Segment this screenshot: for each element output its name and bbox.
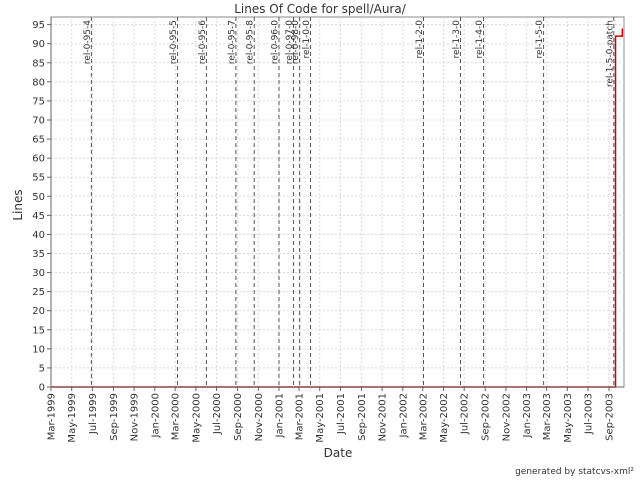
y-tick-label: 85 [32,58,45,69]
x-axis-label: Date [324,446,353,460]
y-tick-label: 55 [32,173,45,184]
chart-title: Lines Of Code for spell/Aura/ [234,2,406,16]
x-tick-label: Sep-2003 [605,393,616,441]
y-tick-label: 0 [39,383,45,394]
x-tick-label: Jul-2001 [336,393,347,435]
y-tick-label: 75 [32,96,45,107]
plot-background [50,16,625,388]
x-tick-label: Jul-1999 [88,393,99,435]
y-tick-label: 10 [32,344,45,355]
y-axis-label: Lines [11,189,25,220]
y-tick-label: 40 [32,230,45,241]
x-tick-label: Jul-2002 [460,393,471,435]
y-tick-label: 65 [32,135,45,146]
release-marker-label: rel-1-2-0 [415,20,425,59]
y-tick-label: 25 [32,287,45,298]
release-marker-label: rel-0-95-4 [83,20,93,64]
release-marker-label: rel-0-98-0 [291,20,301,64]
release-marker-label: rel-1-3-0 [452,20,462,59]
x-tick-label: Mar-2003 [542,393,553,440]
y-tick-label: 45 [32,211,45,222]
credit-text: generated by statcvs-xml² [515,467,634,477]
x-tick-label: May-1999 [67,393,78,443]
x-tick-label: May-2003 [563,393,574,443]
release-marker-label: rel-0-95-7 [227,20,237,64]
x-tick-label: Jul-2000 [212,393,223,435]
release-marker-label: rel-1-0-0 [302,20,312,59]
y-tick-label: 15 [32,325,45,336]
release-marker-label: rel-1-4-0 [475,20,485,59]
release-marker-label: rel-0-95-6 [198,20,208,64]
release-marker-label: rel-0-95-5 [169,20,179,64]
y-tick-label: 20 [32,306,45,317]
y-tick-label: 35 [32,249,45,260]
x-tick-label: May-2001 [315,393,326,443]
x-tick-label: Mar-2000 [171,393,182,440]
x-tick-label: Jan-2002 [398,393,409,438]
release-marker-label: rel-0-95-8 [246,20,256,64]
x-tick-label: May-2000 [191,393,202,443]
x-tick-label: Sep-2002 [481,393,492,441]
release-marker-label: rel-0-96-0 [270,20,280,64]
x-tick-label: May-2002 [439,393,450,443]
release-marker-label: rel-1-5-0 [535,20,545,59]
x-tick-label: Sep-2001 [357,393,368,441]
y-tick-label: 90 [32,39,45,50]
release-marker-label: rel-0-97-0 [285,20,295,64]
x-tick-label: Nov-2002 [501,393,512,441]
x-tick-label: Jan-2001 [274,393,285,438]
x-tick-label: Mar-2002 [418,393,429,440]
y-tick-label: 30 [32,268,45,279]
y-tick-label: 5 [39,363,45,374]
y-tick-label: 60 [32,154,45,165]
x-tick-label: Mar-2001 [294,393,305,440]
x-tick-label: Mar-1999 [47,393,58,440]
plot-area: 0 5 10 15 20 25 30 35 40 45 50 55 60 65 70 75 80 85 90 95 Ma… [32,16,625,443]
x-tick-label: Sep-1999 [109,393,120,441]
x-tick-label: Nov-1999 [130,393,141,441]
y-tick-label: 70 [32,115,45,126]
x-tick-label: Sep-2000 [233,393,244,441]
y-tick-label: 80 [32,77,45,88]
x-tick-label: Jul-2003 [584,393,595,435]
x-tick-label: Jan-2000 [150,393,161,438]
y-tick-label: 95 [32,20,45,31]
release-marker-label: rel-1-5-0-patch [605,20,615,87]
x-tick-label: Jan-2003 [522,393,533,438]
y-tick-label: 50 [32,192,45,203]
x-tick-label: Nov-2000 [254,393,265,441]
x-tick-label: Nov-2001 [378,393,389,441]
